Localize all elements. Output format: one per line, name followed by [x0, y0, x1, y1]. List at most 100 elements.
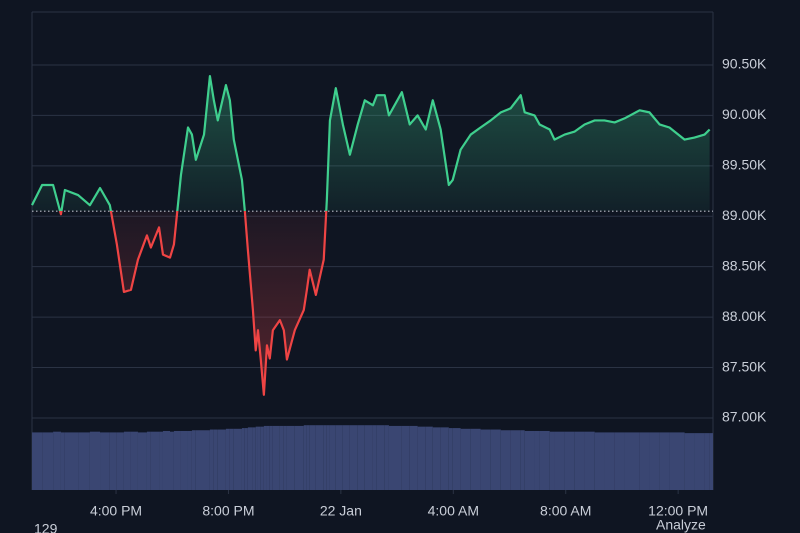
volume-bar: [594, 432, 605, 490]
volume-bar: [549, 431, 555, 490]
y-tick-label: 87.50K: [722, 358, 767, 374]
volume-bar: [534, 430, 540, 490]
volume-bar: [624, 432, 640, 490]
volume-bar: [409, 425, 418, 490]
footer-left: 129: [34, 521, 58, 533]
volume-bar: [187, 430, 192, 490]
volume-bar: [510, 430, 521, 490]
volume-bar: [669, 432, 685, 490]
volume-bar: [448, 428, 453, 490]
volume-bar: [357, 425, 365, 490]
x-tick-label: 22 Jan: [320, 503, 362, 519]
volume-bar: [309, 425, 316, 490]
volume-bar: [614, 432, 625, 490]
volume-bar: [100, 432, 110, 490]
x-tick-label: 8:00 AM: [540, 503, 591, 519]
volume-bar: [388, 425, 402, 490]
volume-bar: [60, 432, 65, 490]
volume-bar: [470, 428, 481, 490]
y-tick-label: 90.50K: [722, 56, 767, 72]
volume-bar: [694, 433, 705, 490]
volume-bar: [490, 429, 501, 490]
volume-bar: [123, 431, 131, 490]
volume-bar: [564, 431, 575, 490]
volume-bar: [64, 432, 79, 490]
x-tick-label: 8:00 PM: [202, 503, 254, 519]
volume-bar: [263, 425, 267, 490]
volume-bar: [191, 430, 196, 490]
volume-bar: [401, 425, 410, 490]
volume-bar: [286, 425, 295, 490]
volume-bar: [225, 428, 230, 490]
volume-bar: [272, 425, 280, 490]
volume-bar: [283, 425, 287, 490]
volume-bar: [329, 425, 336, 490]
y-tick-label: 87.00K: [722, 409, 767, 425]
volume-bar: [372, 425, 377, 490]
volume-bar: [89, 431, 101, 490]
footer-right: Analyze: [656, 517, 706, 533]
volume-bar: [213, 429, 218, 490]
volume-bar: [233, 428, 242, 490]
volume-bar: [78, 432, 90, 490]
volume-bar: [146, 431, 151, 490]
volume-bar: [180, 430, 188, 490]
volume-bar: [432, 427, 441, 490]
y-tick-label: 88.50K: [722, 257, 767, 273]
volume-bar: [554, 431, 565, 490]
volume-bar: [480, 429, 491, 490]
volume-bar: [364, 425, 373, 490]
volume-bar: [150, 431, 160, 490]
volume-bar: [260, 426, 264, 490]
volume-bar: [244, 428, 248, 490]
volume-bar: [247, 427, 253, 490]
volume-bar: [342, 425, 350, 490]
volume-bar: [294, 425, 304, 490]
volume-bar: [440, 427, 449, 490]
price-line: [31, 74, 711, 396]
volume-bar: [195, 430, 205, 490]
x-tick-label: 4:00 AM: [428, 503, 479, 519]
volume-bar: [524, 430, 535, 490]
volume-bar: [584, 431, 595, 490]
volume-bar: [326, 425, 330, 490]
volume-bar: [384, 425, 389, 490]
volume-bar: [574, 431, 585, 490]
volume-bar: [520, 430, 525, 490]
volume-bar: [417, 426, 426, 490]
y-tick-label: 90.00K: [722, 106, 767, 122]
y-tick-label: 88.00K: [722, 308, 767, 324]
volume-bar: [376, 425, 385, 490]
volume-bar: [460, 428, 471, 490]
volume-bar: [42, 432, 54, 490]
volume-bar: [255, 426, 258, 490]
volume-bar: [315, 425, 324, 490]
volume-bar: [32, 432, 43, 490]
volume-bar: [500, 430, 511, 490]
volume-bar: [204, 430, 210, 490]
y-tick-label: 89.00K: [722, 207, 767, 223]
volume-bar: [173, 430, 181, 490]
volume-bar: [162, 430, 170, 490]
x-tick-label: 4:00 PM: [90, 503, 142, 519]
volume-bar: [659, 432, 670, 490]
volume-bar: [241, 428, 245, 490]
volume-bar: [323, 425, 327, 490]
volume-bar: [269, 425, 273, 490]
volume-bar: [109, 432, 117, 490]
volume-bar: [349, 425, 358, 490]
volume-bar: [229, 428, 234, 490]
volume-bar: [266, 425, 270, 490]
volume-bar: [425, 426, 433, 490]
volume-bar: [209, 429, 214, 490]
area: [32, 76, 710, 395]
volume-bar: [130, 431, 138, 490]
volume-bar: [335, 425, 343, 490]
volume-bar: [53, 431, 61, 490]
volume-bar: [116, 432, 124, 490]
volume-bar: [257, 426, 261, 490]
volume-bar: [704, 433, 710, 490]
volume-bar: [137, 432, 147, 490]
